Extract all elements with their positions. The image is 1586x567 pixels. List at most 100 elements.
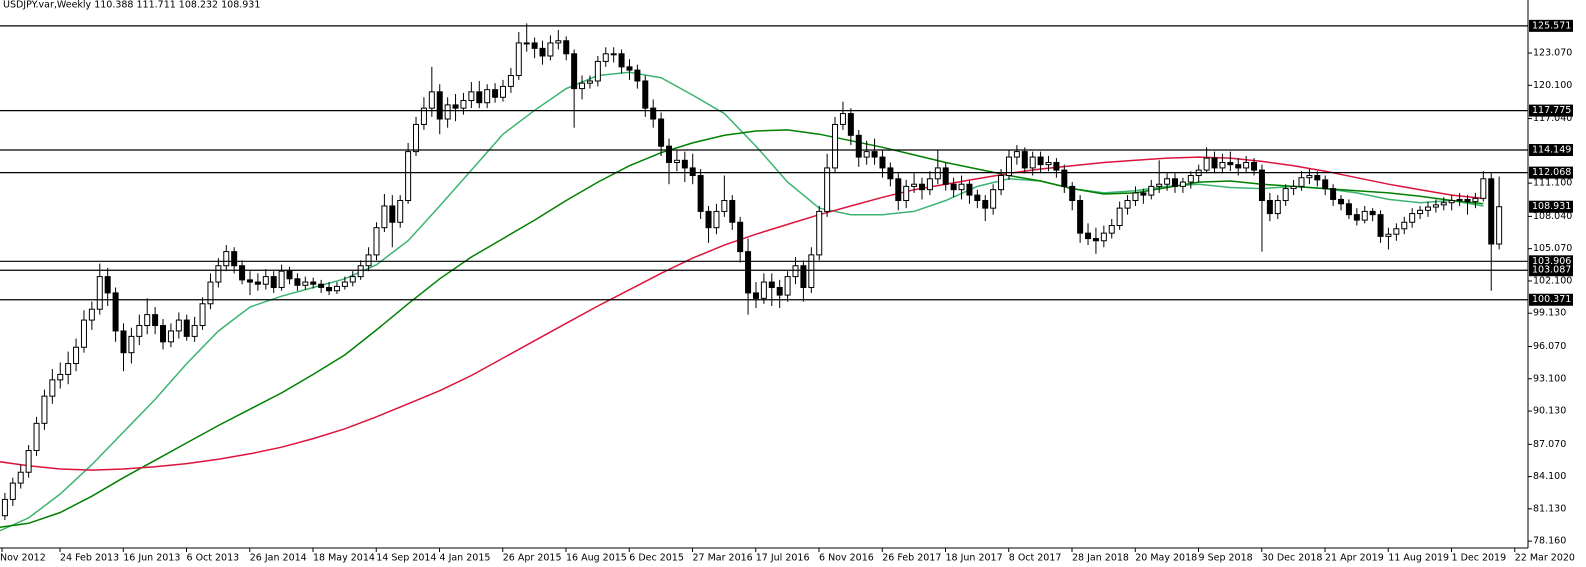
- chart-title: USDJPY.var,Weekly 110.388 111.711 108.23…: [3, 0, 260, 11]
- candle-body: [515, 42, 522, 77]
- candle-body: [191, 325, 198, 337]
- level-label-box: [1529, 143, 1573, 156]
- x-tick-label: 9 Sep 2018: [1199, 553, 1253, 564]
- candle-body: [246, 279, 253, 283]
- candle-body: [681, 159, 688, 169]
- candle-body: [911, 183, 918, 187]
- candle-body: [492, 89, 499, 98]
- candle-body: [373, 227, 380, 256]
- candle-body: [88, 308, 95, 321]
- level-label: 125.571: [1532, 20, 1571, 31]
- candle-body: [199, 303, 206, 327]
- candle-body: [729, 200, 736, 223]
- candle-body: [1037, 156, 1044, 166]
- candle-body: [887, 167, 894, 180]
- x-tick-label: 16 Aug 2015: [566, 553, 627, 564]
- candle-body: [152, 314, 159, 327]
- candle-body: [1092, 238, 1099, 242]
- candle-body: [1472, 197, 1479, 203]
- candle-body: [452, 104, 459, 109]
- x-tick-label: 6 Dec 2015: [629, 553, 684, 564]
- candle-body: [1077, 200, 1084, 234]
- candle-body: [183, 319, 190, 337]
- candle-body: [1148, 185, 1155, 196]
- candle-body: [610, 53, 617, 56]
- candle-body: [112, 292, 119, 332]
- candle-body: [223, 251, 230, 267]
- y-tick-label: 96.070: [1533, 341, 1566, 352]
- candle-body: [1377, 214, 1384, 237]
- candle-body: [1314, 175, 1321, 181]
- candle-body: [1132, 192, 1139, 202]
- candle-body: [128, 335, 135, 354]
- candle-body: [1100, 232, 1107, 242]
- candle-body: [579, 82, 586, 90]
- candle-body: [816, 210, 823, 256]
- candle-body: [310, 281, 317, 285]
- candle-body: [270, 276, 277, 288]
- candle-body: [855, 134, 862, 158]
- candle-body: [1274, 200, 1281, 215]
- candle-body: [144, 314, 151, 327]
- level-label: 117.775: [1532, 105, 1571, 116]
- candle-body: [318, 283, 325, 288]
- level-label: 114.149: [1532, 144, 1571, 155]
- candle-body: [784, 276, 791, 296]
- candle-body: [413, 123, 420, 153]
- moving-average: [0, 129, 1484, 529]
- candle-body: [966, 183, 973, 196]
- candle-body: [721, 200, 728, 212]
- candle-body: [420, 107, 427, 125]
- candle-body: [1385, 233, 1392, 237]
- candle-body: [120, 330, 127, 354]
- candle-body: [1353, 214, 1360, 221]
- candle-body: [1298, 177, 1305, 187]
- candle-body: [1045, 161, 1052, 166]
- candle-body: [1108, 225, 1115, 234]
- candle-body: [871, 151, 878, 158]
- x-tick-label: 8 Oct 2017: [1009, 553, 1062, 564]
- x-tick-label: 6 Nov 2016: [819, 553, 874, 564]
- y-tick-label: 108.040: [1533, 211, 1572, 222]
- level-label-box: [1529, 104, 1573, 117]
- candle-body: [1258, 169, 1265, 202]
- candle-body: [1440, 202, 1447, 206]
- candle-body: [1187, 175, 1194, 183]
- candle-body: [333, 285, 340, 292]
- candle-body: [9, 482, 16, 500]
- candle-body: [974, 194, 981, 202]
- candle-body: [650, 107, 657, 120]
- candle-body: [594, 60, 601, 82]
- candle-body: [539, 47, 546, 57]
- candle-body: [1061, 169, 1068, 187]
- candle-body: [215, 265, 222, 283]
- candle-body: [349, 276, 356, 283]
- candle-body: [642, 80, 649, 109]
- x-tick-label: 20 May 2018: [1135, 553, 1197, 564]
- candle-body: [1053, 161, 1060, 171]
- candle-body: [768, 281, 775, 288]
- candle-body: [484, 89, 491, 104]
- candle-body: [389, 205, 396, 223]
- candle-body: [1330, 188, 1337, 200]
- candle-body: [547, 42, 554, 57]
- candle-body: [705, 210, 712, 229]
- candle-body: [1282, 188, 1289, 202]
- candle-body: [689, 167, 696, 177]
- candle-body: [713, 210, 720, 229]
- candle-body: [982, 200, 989, 209]
- candle-body: [1227, 161, 1234, 166]
- candle-body: [1345, 203, 1352, 216]
- candle-body: [839, 113, 846, 125]
- candle-body: [444, 104, 451, 120]
- candle-body: [658, 118, 665, 147]
- candle-body: [571, 53, 578, 90]
- x-tick-label: 24 Feb 2013: [60, 553, 119, 564]
- candle-body: [752, 292, 759, 299]
- candle-body: [626, 66, 633, 71]
- x-tick-label: 17 Jul 2016: [756, 553, 810, 564]
- candle-body: [57, 373, 64, 381]
- candle-body: [1164, 178, 1171, 185]
- candle-body: [136, 325, 143, 337]
- candle-body: [1290, 185, 1297, 190]
